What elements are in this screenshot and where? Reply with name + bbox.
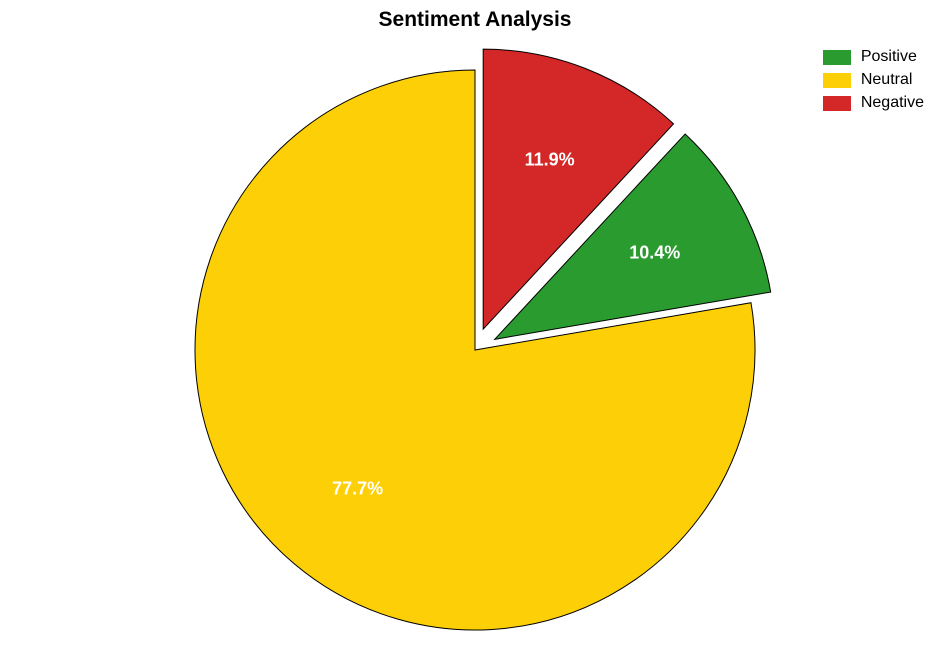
slice-label-neutral: 77.7% [332, 479, 383, 500]
slice-label-positive: 10.4% [629, 242, 680, 263]
legend-swatch [823, 73, 851, 88]
legend-label: Neutral [861, 71, 913, 89]
legend-label: Negative [861, 94, 924, 112]
sentiment-pie-chart: Sentiment Analysis PositiveNeutralNegati… [0, 0, 950, 662]
pie-svg [0, 0, 950, 662]
legend-item-positive: Positive [823, 48, 924, 66]
legend-label: Positive [861, 48, 917, 66]
slice-label-negative: 11.9% [525, 149, 575, 170]
legend-swatch [823, 50, 851, 65]
legend: Positive Neutral Negative [823, 48, 924, 117]
legend-swatch [823, 96, 851, 111]
legend-item-neutral: Neutral [823, 71, 924, 89]
legend-item-negative: Negative [823, 94, 924, 112]
